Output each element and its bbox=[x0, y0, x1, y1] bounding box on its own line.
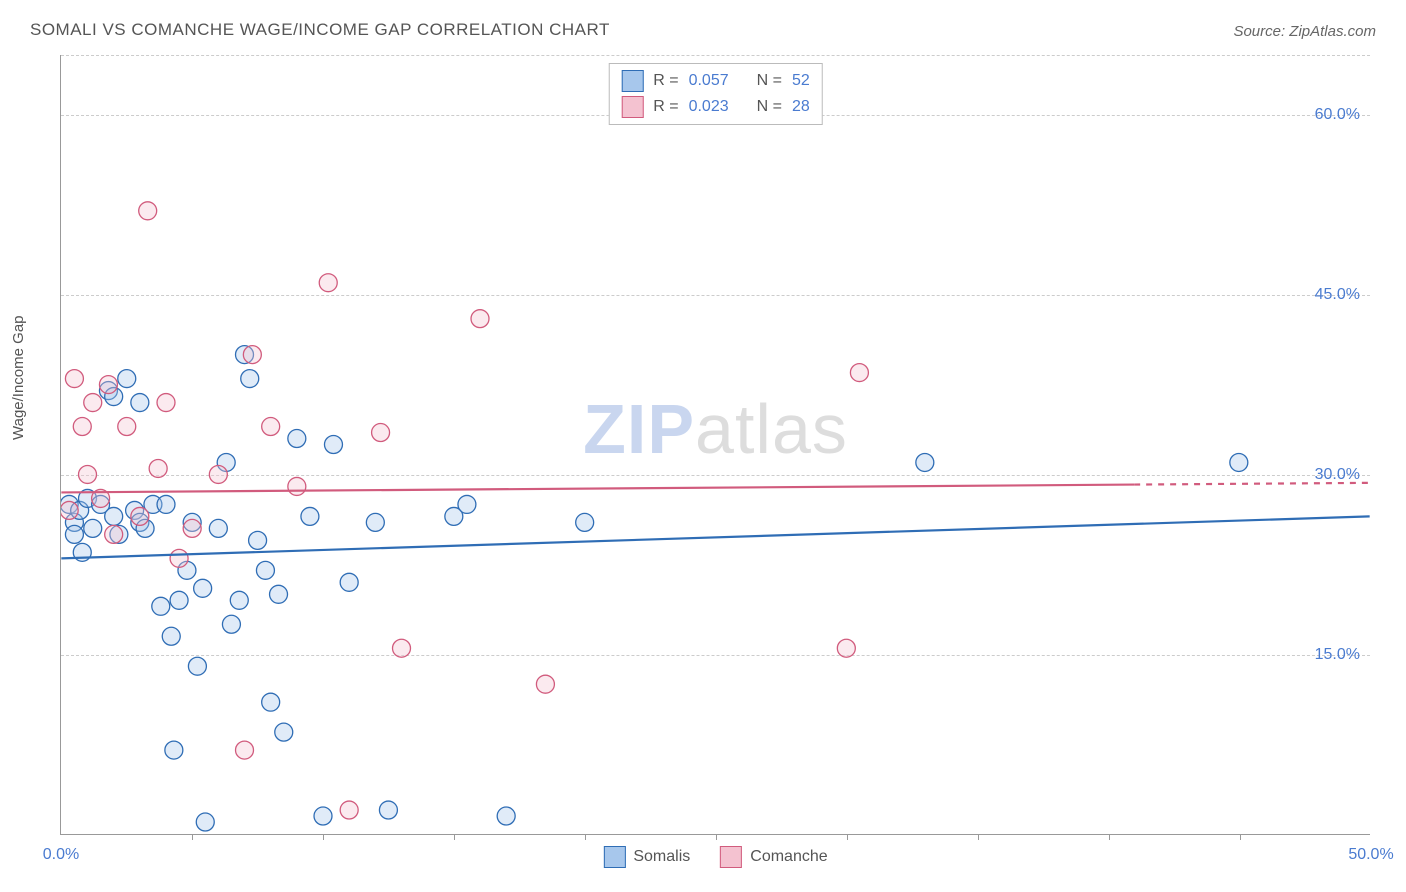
scatter-point bbox=[379, 801, 397, 819]
source-label: Source: ZipAtlas.com bbox=[1233, 23, 1376, 40]
scatter-point bbox=[61, 501, 78, 519]
legend-swatch bbox=[603, 846, 625, 868]
scatter-point bbox=[471, 310, 489, 328]
scatter-point bbox=[162, 627, 180, 645]
scatter-point bbox=[497, 807, 515, 825]
scatter-point bbox=[222, 615, 240, 633]
scatter-point bbox=[196, 813, 214, 831]
scatter-point bbox=[256, 561, 274, 579]
scatter-point bbox=[131, 394, 149, 412]
scatter-point bbox=[165, 741, 183, 759]
scatter-point bbox=[236, 741, 254, 759]
legend-n-value: 28 bbox=[792, 98, 810, 116]
scatter-point bbox=[79, 465, 97, 483]
x-tick-label: 50.0% bbox=[1348, 846, 1393, 864]
scatter-point bbox=[209, 519, 227, 537]
legend-item: Comanche bbox=[720, 846, 827, 868]
scatter-point bbox=[275, 723, 293, 741]
legend-swatch bbox=[621, 70, 643, 92]
scatter-point bbox=[118, 370, 136, 388]
scatter-point bbox=[916, 453, 934, 471]
x-tick-mark bbox=[1109, 834, 1110, 840]
scatter-point bbox=[65, 370, 83, 388]
scatter-point bbox=[73, 418, 91, 436]
scatter-point bbox=[230, 591, 248, 609]
scatter-point bbox=[105, 525, 123, 543]
scatter-svg bbox=[61, 55, 1370, 834]
scatter-point bbox=[105, 507, 123, 525]
legend-swatch bbox=[720, 846, 742, 868]
scatter-point bbox=[65, 525, 83, 543]
chart-title: SOMALI VS COMANCHE WAGE/INCOME GAP CORRE… bbox=[30, 20, 610, 40]
legend-n-label: N = bbox=[757, 98, 782, 116]
scatter-point bbox=[131, 507, 149, 525]
y-axis-label: Wage/Income Gap bbox=[10, 315, 27, 440]
scatter-point bbox=[262, 418, 280, 436]
legend-row: R = 0.023 N = 28 bbox=[621, 94, 810, 120]
trendline-dashed bbox=[1134, 483, 1369, 485]
scatter-point bbox=[270, 585, 288, 603]
scatter-point bbox=[157, 394, 175, 412]
scatter-point bbox=[288, 477, 306, 495]
legend-item: Somalis bbox=[603, 846, 690, 868]
scatter-point bbox=[372, 424, 390, 442]
scatter-point bbox=[340, 573, 358, 591]
x-tick-mark bbox=[847, 834, 848, 840]
x-tick-label: 0.0% bbox=[43, 846, 79, 864]
scatter-point bbox=[183, 519, 201, 537]
legend-series-name: Somalis bbox=[633, 848, 690, 866]
scatter-point bbox=[576, 513, 594, 531]
x-tick-mark bbox=[192, 834, 193, 840]
scatter-point bbox=[194, 579, 212, 597]
legend-swatch bbox=[621, 96, 643, 118]
scatter-point bbox=[170, 591, 188, 609]
scatter-point bbox=[458, 495, 476, 513]
scatter-point bbox=[170, 549, 188, 567]
legend-r-label: R = bbox=[653, 72, 678, 90]
scatter-point bbox=[319, 274, 337, 292]
scatter-point bbox=[152, 597, 170, 615]
scatter-point bbox=[139, 202, 157, 220]
scatter-point bbox=[99, 376, 117, 394]
x-tick-mark bbox=[716, 834, 717, 840]
x-tick-mark bbox=[454, 834, 455, 840]
scatter-point bbox=[241, 370, 259, 388]
chart-plot-area: ZIPatlas R = 0.057N = 52R = 0.023N = 28 … bbox=[60, 55, 1370, 835]
x-tick-mark bbox=[978, 834, 979, 840]
legend-n-value: 52 bbox=[792, 72, 810, 90]
legend-row: R = 0.057 N = 52 bbox=[621, 68, 810, 94]
scatter-point bbox=[157, 495, 175, 513]
legend-r-label: R = bbox=[653, 98, 678, 116]
scatter-point bbox=[209, 465, 227, 483]
legend-series: Somalis Comanche bbox=[603, 846, 827, 868]
scatter-point bbox=[324, 436, 342, 454]
scatter-point bbox=[301, 507, 319, 525]
scatter-point bbox=[288, 430, 306, 448]
scatter-point bbox=[1230, 453, 1248, 471]
scatter-point bbox=[837, 639, 855, 657]
scatter-point bbox=[262, 693, 280, 711]
scatter-point bbox=[314, 807, 332, 825]
scatter-point bbox=[850, 364, 868, 382]
x-tick-mark bbox=[323, 834, 324, 840]
scatter-point bbox=[243, 346, 261, 364]
x-tick-mark bbox=[585, 834, 586, 840]
trendline bbox=[61, 485, 1134, 493]
scatter-point bbox=[393, 639, 411, 657]
scatter-point bbox=[188, 657, 206, 675]
scatter-point bbox=[84, 394, 102, 412]
x-tick-mark bbox=[1240, 834, 1241, 840]
legend-r-value: 0.023 bbox=[689, 98, 729, 116]
scatter-point bbox=[249, 531, 267, 549]
legend-correlation: R = 0.057 N = 52 R = 0.023 N = 28 bbox=[608, 63, 823, 125]
legend-n-label: N = bbox=[757, 72, 782, 90]
scatter-point bbox=[340, 801, 358, 819]
legend-series-name: Comanche bbox=[750, 848, 827, 866]
scatter-point bbox=[84, 519, 102, 537]
scatter-point bbox=[366, 513, 384, 531]
legend-r-value: 0.057 bbox=[689, 72, 729, 90]
scatter-point bbox=[118, 418, 136, 436]
scatter-point bbox=[149, 459, 167, 477]
scatter-point bbox=[536, 675, 554, 693]
